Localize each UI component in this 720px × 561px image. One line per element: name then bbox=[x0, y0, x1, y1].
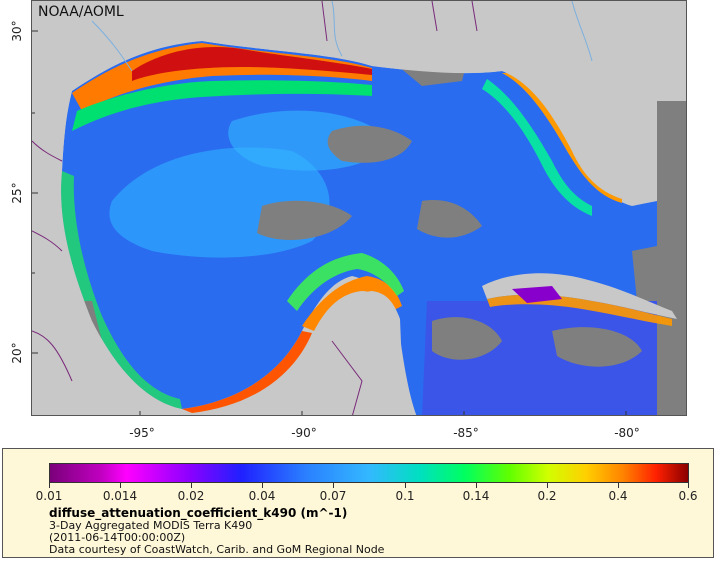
cloud-patch-8 bbox=[632, 246, 657, 301]
coast-red-north bbox=[132, 47, 372, 81]
yucatan-green bbox=[287, 253, 404, 311]
lat-label-25: 25° bbox=[10, 182, 24, 204]
lon-label-85: -85° bbox=[453, 426, 479, 440]
river-florida bbox=[571, 1, 593, 62]
tick-mark bbox=[476, 483, 477, 488]
cuba-purple bbox=[512, 286, 562, 303]
tick-mark bbox=[191, 483, 192, 488]
cuba-land bbox=[482, 273, 677, 319]
lon-label-80: -80° bbox=[614, 426, 640, 440]
florida-shelf bbox=[502, 73, 622, 203]
tick-label-3: 0.04 bbox=[248, 489, 276, 503]
tick-label-0: 0.01 bbox=[35, 489, 63, 503]
tick-mark bbox=[618, 483, 619, 488]
lon-label-90: -90° bbox=[291, 426, 317, 440]
tick-mark bbox=[688, 483, 689, 488]
mexico-west-green bbox=[61, 171, 182, 409]
cuba-shelf bbox=[487, 294, 672, 326]
legend-line-source: 3-Day Aggregated MODIS Terra K490 bbox=[49, 519, 253, 532]
lat-ticks bbox=[32, 30, 38, 354]
us-land-north bbox=[32, 1, 686, 111]
tick-label-4: 0.07 bbox=[319, 489, 347, 503]
legend-line-credit: Data courtesy of CoastWatch, Carib. and … bbox=[49, 543, 385, 556]
cloud-patch-3 bbox=[257, 200, 352, 240]
lon-label-95: -95° bbox=[129, 426, 155, 440]
mexico-land-west bbox=[32, 91, 182, 415]
border-yucatan bbox=[331, 340, 363, 415]
lat-label-20: 20° bbox=[10, 342, 24, 364]
border-us-states bbox=[321, 1, 478, 42]
legend-line-date: (2011-06-14T00:00:00Z) bbox=[49, 531, 186, 544]
watermark-label: NOAA/AOML bbox=[38, 4, 124, 20]
k490-map[interactable] bbox=[32, 1, 687, 416]
legend-panel: 0.01 0.014 0.02 0.04 0.07 0.1 0.14 0.2 0… bbox=[2, 448, 714, 558]
yucatan-land bbox=[302, 291, 404, 415]
map-panel[interactable]: NOAA/AOML bbox=[31, 0, 687, 416]
tick-label-2: 0.02 bbox=[177, 489, 205, 503]
tick-label-9: 0.6 bbox=[678, 489, 698, 503]
tick-label-5: 0.1 bbox=[395, 489, 415, 503]
no-data-east bbox=[657, 101, 686, 415]
cloud-patch-6 bbox=[552, 327, 642, 367]
border-mexico-us bbox=[32, 140, 63, 162]
tick-mark bbox=[49, 483, 50, 488]
tick-label-8: 0.4 bbox=[608, 489, 628, 503]
legend-title: diffuse_attenuation_coefficient_k490 (m^… bbox=[49, 506, 348, 520]
border-mexico-internal-2 bbox=[32, 330, 73, 382]
mexico-coast-orange bbox=[182, 331, 312, 413]
yucatan-shelf bbox=[302, 276, 402, 331]
lat-label-30: 30° bbox=[10, 20, 24, 42]
cloud-patch-5 bbox=[432, 317, 502, 360]
cloud-patch-2 bbox=[327, 125, 412, 163]
colorbar bbox=[49, 463, 689, 483]
tick-mark bbox=[120, 483, 121, 488]
border-mexico-internal-1 bbox=[32, 230, 63, 252]
tick-label-6: 0.14 bbox=[462, 489, 490, 503]
tick-mark bbox=[262, 483, 263, 488]
florida-land bbox=[502, 31, 642, 199]
tick-label-1: 0.014 bbox=[102, 489, 138, 503]
cloud-patch-4 bbox=[417, 200, 482, 238]
tick-label-7: 0.2 bbox=[537, 489, 557, 503]
tick-mark bbox=[333, 483, 334, 488]
shelf-green-north bbox=[72, 80, 372, 131]
tick-mark bbox=[547, 483, 548, 488]
lon-ticks bbox=[139, 411, 627, 415]
florida-shelf-green bbox=[482, 79, 592, 216]
river-texas bbox=[91, 20, 133, 72]
tick-mark bbox=[405, 483, 406, 488]
river-mississippi bbox=[331, 1, 343, 57]
